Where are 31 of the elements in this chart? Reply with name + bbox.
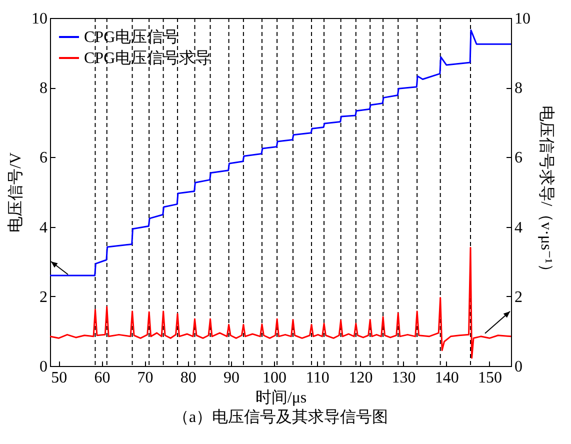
x-tick-label: 100 (262, 370, 287, 386)
x-tick-label: 50 (51, 370, 68, 386)
y2-tick-label: 10 (514, 10, 530, 28)
legend-label: CPG电压信号 (84, 28, 180, 46)
x-tick-label: 60 (94, 370, 110, 386)
y-tick-label: 6 (40, 150, 48, 167)
y2-tick-label: 0 (514, 358, 522, 376)
y2-tick-label: 8 (514, 80, 522, 98)
legend-label: CPG电压信号求导 (84, 49, 212, 67)
y-tick-label: 8 (40, 80, 48, 98)
x-tick-label: 130 (392, 370, 416, 386)
y-tick-label: 0 (40, 358, 48, 376)
x-tick-label: 110 (306, 370, 330, 386)
x-tick-label: 150 (478, 370, 502, 386)
x-tick-label: 90 (223, 370, 240, 386)
x-axis-title: 时间/μs (255, 388, 307, 406)
line-series (49, 246, 512, 359)
y-tick-label: 4 (40, 219, 48, 236)
x-tick-label: 80 (180, 370, 196, 386)
y2-tick-label: 6 (514, 150, 522, 167)
y2-axis-title: 电压信号求导/（v·μs⁻¹） (538, 106, 556, 280)
x-tick-label: 70 (137, 370, 154, 386)
y-axis-title: 电压信号/V (6, 152, 24, 232)
y-tick-label: 2 (40, 288, 48, 306)
y2-tick-label: 2 (514, 288, 522, 306)
line-series (49, 29, 512, 276)
y-tick-label: 10 (32, 10, 48, 28)
y2-tick-label: 4 (514, 219, 522, 236)
text: （a）电压信号及其求导信号图 (172, 408, 388, 426)
x-tick-label: 120 (348, 370, 373, 386)
x-tick-label: 140 (434, 370, 459, 386)
